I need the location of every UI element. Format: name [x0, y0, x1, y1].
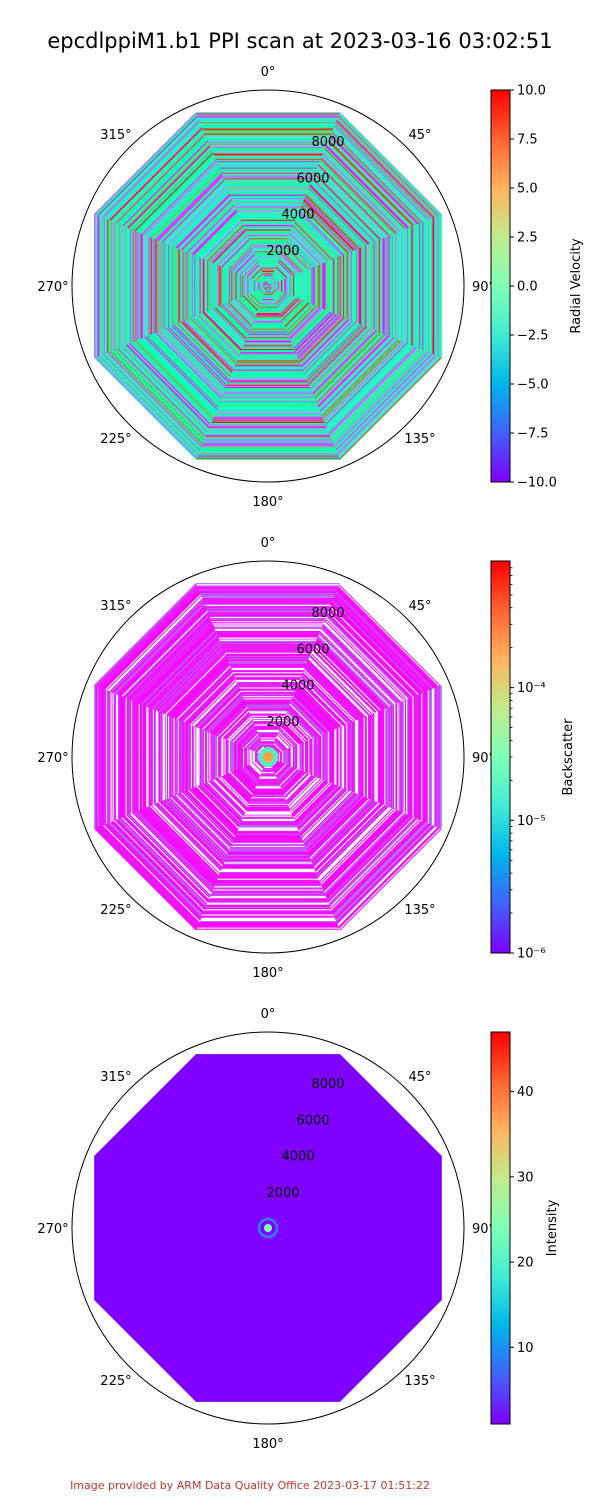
angle-tick-label: 180° [252, 1437, 283, 1452]
footer-credit: Image provided by ARM Data Quality Offic… [70, 1479, 430, 1492]
colorbar-tick-label: −10.0 [517, 476, 557, 491]
polar-frame [71, 1031, 465, 1425]
polar-frame [71, 89, 465, 483]
colorbar-tick-label: −2.5 [517, 329, 549, 344]
angle-tick-label: 90° [472, 1222, 495, 1237]
colorbar-tick-label: 0.0 [517, 280, 538, 295]
radial-tick-label: 6000 [296, 642, 329, 657]
angle-tick-label: 0° [261, 1007, 276, 1022]
ppi-panel-2: 0° 45° 90° 135° 180° 225° 270° 315° 2000 4000 6000… [37, 536, 576, 981]
colorbar-gradient [490, 1031, 511, 1425]
radial-tick-label: 2000 [266, 715, 299, 730]
radial-tick-label: 8000 [311, 135, 344, 150]
colorbar-tick-label: 10⁻⁵ [517, 814, 546, 829]
colorbar-tick-label: 10 [517, 1341, 534, 1356]
angle-tick-label: 225° [100, 903, 131, 918]
radial-tick-label: 2000 [266, 1186, 299, 1201]
radial-tick-label: 6000 [296, 171, 329, 186]
angle-tick-label: 315° [100, 128, 131, 143]
colorbar-2: 10⁻⁴ 10⁻⁵ 10⁻⁶ Backscatter [490, 560, 576, 962]
ppi-field [94, 1054, 442, 1402]
colorbar-tick-label: 10⁻⁶ [517, 947, 546, 962]
angle-tick-label: 45° [409, 128, 432, 143]
angle-tick-label: 135° [404, 1374, 435, 1389]
radial-tick-label: 2000 [266, 244, 299, 259]
colorbar-tick-label: 2.5 [517, 231, 538, 246]
colorbar-gradient [490, 560, 511, 954]
angle-tick-label: 0° [261, 536, 276, 551]
angle-tick-label: 225° [100, 432, 131, 447]
colorbar-tick-label: −7.5 [517, 427, 549, 442]
angle-tick-label: 225° [100, 1374, 131, 1389]
colorbar-tick-label: 20 [517, 1256, 534, 1271]
ppi-panel-1: 0° 45° 90° 135° 180° 225° 270° 315° 2000 4000 6000… [37, 65, 584, 510]
near-range-peak [263, 752, 273, 762]
angle-tick-label: 180° [252, 966, 283, 981]
near-range-ring [257, 1217, 279, 1239]
ppi-panel-3: 0° 45° 90° 135° 180° 225° 270° 315° 2000 4000 6000… [37, 1007, 560, 1452]
colorbar-label: Intensity [545, 1199, 560, 1256]
radial-tick-label: 4000 [281, 679, 314, 694]
colorbar-tick-label: −5.0 [517, 378, 549, 393]
angle-tick-label: 135° [404, 432, 435, 447]
colorbar-gradient [490, 89, 511, 483]
angle-tick-label: 315° [100, 1070, 131, 1085]
near-range-core [264, 1224, 272, 1232]
radial-tick-label: 6000 [296, 1113, 329, 1128]
ppi-field [94, 583, 442, 931]
colorbar-3: 40 30 20 10 Intensity [490, 1031, 560, 1425]
colorbar-label: Radial Velocity [569, 238, 584, 334]
radial-tick-label: 4000 [281, 1150, 314, 1165]
angle-tick-label: 180° [252, 495, 283, 510]
colorbar-label: Backscatter [561, 718, 576, 796]
angle-tick-label: 270° [37, 280, 68, 295]
radial-tick-label: 8000 [311, 606, 344, 621]
colorbar-tick-label: 10.0 [517, 84, 546, 99]
colorbar-tick-label: 30 [517, 1170, 534, 1185]
polar-frame [71, 560, 465, 954]
angle-tick-label: 270° [37, 1222, 68, 1237]
colorbar-tick-label: 40 [517, 1085, 534, 1100]
angle-tick-label: 135° [404, 903, 435, 918]
radial-tick-label: 8000 [311, 1077, 344, 1092]
colorbar-tick-label: 7.5 [517, 133, 538, 148]
colorbar-tick-label: 5.0 [517, 182, 538, 197]
angle-tick-label: 90° [472, 751, 495, 766]
colorbar-1: 10.0 7.5 5.0 2.5 0.0 −2.5 −5.0 −7.5 −10.0 Radial … [490, 84, 584, 491]
angle-tick-label: 45° [409, 1070, 432, 1085]
angle-tick-label: 45° [409, 599, 432, 614]
radial-tick-label: 4000 [281, 208, 314, 223]
angle-tick-label: 270° [37, 751, 68, 766]
colorbar-tick-label: 10⁻⁴ [517, 681, 546, 696]
angle-tick-label: 0° [261, 65, 276, 80]
figure-title: epcdlppiM1.b1 PPI scan at 2023-03-16 03:… [47, 29, 552, 53]
angle-tick-label: 90° [472, 280, 495, 295]
angle-tick-label: 315° [100, 599, 131, 614]
ppi-field [94, 112, 442, 460]
